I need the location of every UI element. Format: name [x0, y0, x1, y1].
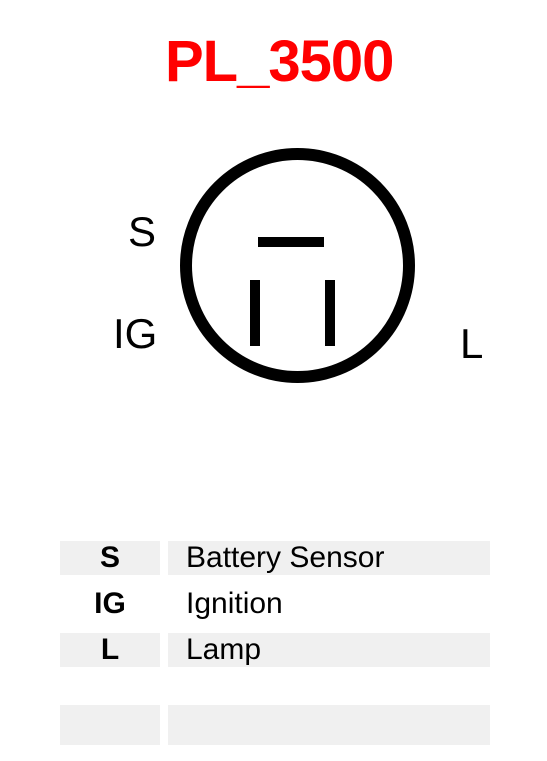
- legend-row: L Lamp: [60, 627, 490, 673]
- pin-s: [258, 237, 324, 247]
- legend-value: Battery Sensor: [168, 541, 490, 575]
- legend-row: IG Ignition: [60, 581, 490, 627]
- connector-diagram: S IG L: [0, 130, 547, 480]
- legend-table: S Battery Sensor IG Ignition L Lamp: [60, 535, 490, 673]
- legend-key: IG: [60, 587, 160, 621]
- label-l: L: [460, 320, 483, 368]
- legend-key: L: [60, 633, 160, 667]
- label-s: S: [128, 208, 156, 256]
- connector-outline: [180, 148, 415, 383]
- legend-row: S Battery Sensor: [60, 535, 490, 581]
- legend-value: Lamp: [168, 633, 490, 667]
- empty-value-cell: [168, 705, 490, 745]
- label-ig: IG: [113, 310, 157, 358]
- pin-l: [325, 280, 335, 346]
- empty-key-cell: [60, 705, 160, 745]
- part-number-title: PL_3500: [165, 28, 393, 95]
- empty-table: [60, 705, 490, 745]
- legend-key: S: [60, 541, 160, 575]
- legend-value: Ignition: [168, 587, 490, 621]
- pin-ig: [250, 280, 260, 346]
